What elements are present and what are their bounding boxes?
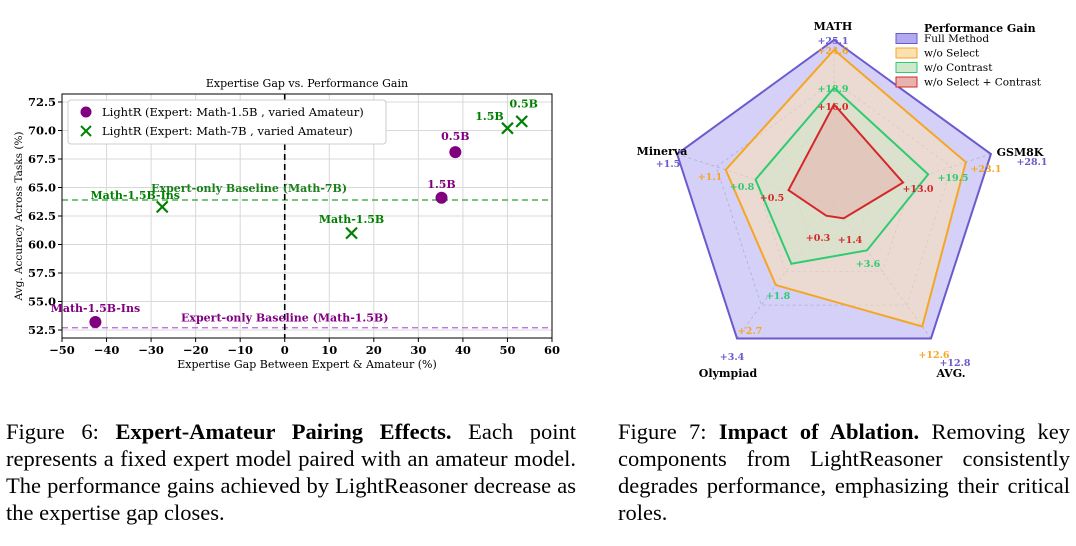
- radar-value-label: +28.1: [1016, 157, 1047, 168]
- caption-6-title: Expert-Amateur Pairing Effects.: [115, 419, 452, 444]
- legend-swatch: [895, 76, 918, 88]
- legend-label: Full Method: [924, 33, 989, 45]
- radar-value-label: +3.6: [856, 259, 881, 270]
- radar-axis-label: GSM8K: [997, 146, 1044, 159]
- radar-value-label: +23.1: [970, 164, 1001, 175]
- data-point-x: [515, 115, 528, 128]
- legend-marker-circle: [80, 106, 92, 118]
- legend: LightR (Expert: Math-1.5B , varied Amate…: [67, 99, 387, 145]
- data-point-label: 1.5B: [427, 178, 455, 191]
- y-tick-label: 52.5: [28, 323, 56, 337]
- radar-value-label: +2.7: [738, 326, 763, 337]
- radar-value-label: +0.8: [730, 182, 755, 193]
- y-tick-label: 57.5: [28, 266, 56, 280]
- scatter-figure: Expertise Gap vs. Performance Gain −50 −40…: [13, 77, 560, 371]
- legend-marker-x: [80, 125, 92, 137]
- legend-title: Performance Gain: [924, 22, 1036, 35]
- legend-label: w/o Contrast: [924, 62, 993, 74]
- radar-axis-label: MATH: [814, 20, 853, 33]
- data-point-label: 1.5B: [475, 110, 503, 123]
- x-tick-label: −20: [183, 343, 209, 357]
- legend-swatch: [895, 47, 918, 59]
- legend-box: [67, 99, 387, 145]
- radar-value-label: +1.8: [766, 291, 791, 302]
- figure-7-caption: Figure 7: Impact of Ablation. Removing k…: [618, 418, 1070, 526]
- baseline-label-math15b: Expert-only Baseline (Math-1.5B): [181, 312, 388, 325]
- data-point-label: 0.5B: [441, 130, 469, 143]
- figure-6-caption: Figure 6: Expert-Amateur Pairing Effects…: [6, 418, 576, 526]
- caption-7-title: Impact of Ablation.: [718, 419, 920, 444]
- y-tick-label: 60.0: [28, 238, 56, 252]
- data-point-label: Math-1.5B: [319, 213, 384, 226]
- legend-swatch: [895, 62, 918, 73]
- radar-value-label: +1.1: [698, 172, 723, 183]
- legend-swatch: [895, 33, 918, 44]
- caption-6-prefix: Figure 6:: [6, 419, 116, 444]
- data-point-label: 0.5B: [509, 97, 537, 110]
- data-point-label: Math-1.5B-Ins: [51, 302, 141, 315]
- x-axis-label: Expertise Gap Between Expert & Amateur (…: [177, 358, 437, 371]
- caption-6-body: Each point represents a fixed expert mod…: [6, 419, 576, 525]
- legend-label: LightR (Expert: Math-1.5B , varied Amate…: [102, 105, 364, 119]
- radar-value-label: +13.0: [902, 184, 933, 195]
- y-tick-label: 62.5: [28, 209, 56, 223]
- caption-7-prefix: Figure 7:: [618, 419, 719, 444]
- x-tick-label: 0: [281, 343, 289, 357]
- radar-value-label: +18.9: [817, 84, 848, 95]
- x-tick-label: 30: [410, 343, 426, 357]
- x-tick-label: −30: [138, 343, 164, 357]
- y-tick-label: 65.0: [28, 180, 56, 194]
- radar-axis-label: Olympiad: [699, 367, 758, 380]
- radar-figure: MATH GSM8K AVG. Olympiad Minerva +25.1 +28.1 +1…: [637, 20, 1048, 380]
- radar-value-label: +16.0: [817, 102, 848, 113]
- x-tick-label: 60: [544, 343, 560, 357]
- radar-value-label: +0.5: [760, 193, 785, 204]
- legend-label: w/o Select + Contrast: [924, 77, 1042, 89]
- radar-value-label: +1.5: [656, 159, 681, 170]
- y-tick-label: 72.5: [28, 95, 56, 109]
- legend-label: LightR (Expert: Math-7B , varied Amateur…: [102, 124, 353, 138]
- radar-value-label: +25.1: [817, 36, 848, 47]
- radar-value-label: +12.8: [939, 358, 970, 369]
- x-tick-label: −40: [94, 343, 120, 357]
- x-tick-label: 20: [366, 343, 382, 357]
- baseline-label-math7b: Expert-only Baseline (Math-7B): [151, 182, 347, 195]
- radar-value-label: +19.5: [937, 173, 968, 184]
- data-point-x: [501, 121, 514, 135]
- x-tick-label: 10: [321, 343, 337, 357]
- data-point-x: [345, 226, 358, 240]
- y-tick-label: 55.0: [28, 295, 56, 309]
- radar-value-label: +0.3: [806, 233, 831, 244]
- x-tick-label: 50: [499, 343, 515, 357]
- chart-title: Expertise Gap vs. Performance Gain: [206, 77, 408, 90]
- caption-7-body: Removing key components from LightReason…: [618, 419, 1070, 525]
- radar-series-polygon: [787, 102, 905, 220]
- radar-axis-label: Minerva: [637, 145, 688, 158]
- x-tick-label: 40: [455, 343, 471, 357]
- data-point-label: Math-1.5B-Ins: [90, 189, 180, 202]
- x-tick-label: −50: [49, 343, 75, 357]
- data-point-circle: [435, 191, 448, 204]
- y-tick-label: 70.0: [28, 123, 56, 137]
- data-point-x: [155, 200, 169, 214]
- radar-axis-label: AVG.: [935, 367, 965, 380]
- x-tick-label: −10: [227, 343, 253, 357]
- data-point-circle: [89, 316, 102, 329]
- radar-value-label: +24.6: [817, 46, 848, 57]
- y-axis-label: Avg. Accuracy Across Tasks (%): [13, 131, 25, 301]
- radar-value-label: +12.6: [918, 350, 949, 361]
- radar-value-label: +3.4: [720, 352, 745, 363]
- data-point-circle: [449, 146, 462, 159]
- y-tick-label: 67.5: [28, 152, 56, 166]
- radar-value-label: +1.4: [838, 235, 863, 246]
- legend-label: w/o Select: [924, 48, 980, 60]
